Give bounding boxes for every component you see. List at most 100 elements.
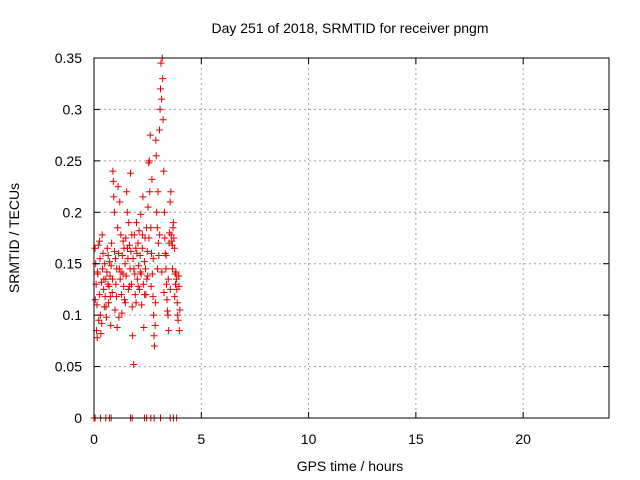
data-point [166,285,174,293]
data-point [116,198,124,206]
data-point [113,323,121,331]
data-point [100,285,108,293]
data-point [175,282,183,290]
x-tick-label: 20 [515,431,531,447]
data-point [157,85,165,93]
data-point [102,303,110,311]
data-point [141,291,149,299]
data-point [123,188,131,196]
data-point [98,231,106,239]
data-point [99,265,107,273]
data-point [133,275,141,283]
data-point [144,203,152,211]
data-point [134,239,142,247]
data-point [138,301,146,309]
data-point [149,255,157,263]
data-point [169,219,177,227]
data-point [115,249,123,257]
data-point [132,244,140,252]
data-point [91,296,99,304]
plot-frame [93,57,610,419]
data-point [143,247,151,255]
data-point [155,126,163,134]
data-point [138,231,146,239]
data-point [108,239,116,247]
data-point [97,330,105,338]
data-point [121,260,129,268]
axis-ticks [93,57,609,419]
data-point [114,224,122,232]
data-point [112,280,120,288]
data-point [154,265,162,273]
data-point [120,282,128,290]
y-tick-label: 0.2 [63,204,83,220]
data-point [114,183,122,191]
data-point [111,255,119,263]
data-point [109,167,117,175]
tick-labels: 0 5 10 15 20 0 0.05 0.1 0.15 0.2 0.25 0.3 0.35 [55,50,531,447]
data-point [151,342,159,350]
data-point [129,255,137,263]
data-point [127,247,135,255]
data-point [120,296,128,304]
data-point [131,270,139,278]
data-point [172,268,180,276]
data-point [106,293,114,301]
data-point [150,311,158,319]
data-point [108,289,116,297]
data-point [113,293,121,301]
data-point [110,193,118,201]
data-point [118,251,126,259]
data-point [152,136,160,144]
data-point [167,188,175,196]
data-point [119,237,127,245]
data-point [124,285,132,293]
data-point [139,280,147,288]
data-point [130,265,138,273]
data-point [154,188,162,196]
data-point [93,334,101,342]
data-point [96,237,104,245]
data-point [151,299,159,307]
data-point [111,306,119,314]
data-point [103,244,111,252]
data-point [148,175,156,183]
data-point [164,275,172,283]
data-point [123,244,131,252]
data-point [158,95,166,103]
data-point [95,316,103,324]
data-point [152,152,160,160]
data-point [164,311,172,319]
y-tick-label: 0.15 [55,256,82,272]
data-point [139,193,147,201]
data-point [132,219,140,227]
data-point [111,247,119,255]
data-point [142,265,149,273]
data-point [137,210,145,218]
data-point [148,249,156,257]
data-point [109,177,117,185]
y-tick-label: 0.25 [55,153,82,169]
data-point [101,260,109,268]
data-point [159,75,167,83]
data-point [117,291,125,299]
data-point [93,268,101,276]
data-point [105,282,113,290]
data-point [100,275,108,283]
data-point [157,59,165,67]
data-point [149,293,157,301]
y-tick-label: 0.3 [63,101,83,117]
data-point [121,299,129,307]
data-point [131,291,139,299]
data-point [173,299,181,307]
data-point [163,296,171,304]
data-point [99,249,107,257]
data-point [126,282,134,290]
data-point [132,299,140,307]
data-point [105,258,113,266]
data-point [143,275,151,283]
x-tick-label: 15 [408,431,424,447]
data-point [150,332,158,340]
data-point [113,265,121,273]
